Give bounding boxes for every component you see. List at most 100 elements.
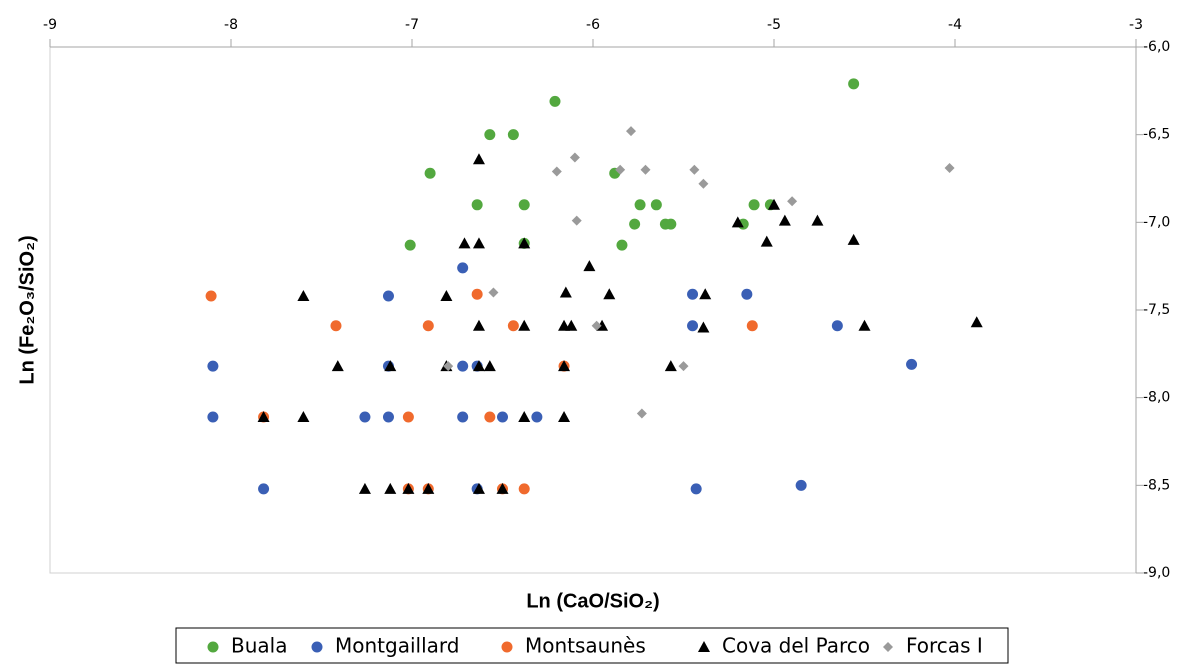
data-point bbox=[402, 411, 414, 423]
y-tick-label: -8,5 bbox=[1143, 477, 1170, 493]
data-point bbox=[402, 482, 415, 494]
data-point bbox=[847, 233, 860, 245]
legend-marker bbox=[883, 642, 893, 652]
data-point bbox=[207, 360, 219, 372]
plot-area bbox=[49, 46, 1137, 574]
data-point bbox=[698, 178, 709, 189]
x-tick-label: -9 bbox=[43, 17, 57, 33]
data-point bbox=[422, 320, 434, 332]
data-point bbox=[531, 411, 543, 423]
legend-marker bbox=[311, 641, 323, 653]
data-point bbox=[629, 218, 641, 230]
data-point bbox=[257, 410, 270, 422]
data-point bbox=[690, 483, 702, 495]
data-point bbox=[687, 320, 699, 332]
x-axis-label: Ln (CaO/SiO₂) bbox=[526, 590, 659, 612]
x-tick-label: -3 bbox=[1129, 17, 1143, 33]
y-tick-label: -9,0 bbox=[1143, 565, 1170, 581]
data-point bbox=[636, 408, 647, 419]
data-point bbox=[422, 482, 435, 494]
data-point bbox=[944, 162, 955, 173]
x-tick-label: -6 bbox=[586, 17, 600, 33]
legend-label: Cova del Parco bbox=[722, 634, 870, 658]
data-point bbox=[297, 410, 310, 422]
data-point bbox=[258, 483, 270, 495]
legend-marker bbox=[207, 641, 219, 653]
x-tick-label: -4 bbox=[948, 17, 962, 33]
y-tick-label: -6,0 bbox=[1143, 39, 1170, 55]
data-point bbox=[760, 235, 773, 247]
data-point bbox=[518, 237, 531, 249]
data-point bbox=[559, 286, 572, 298]
y-axis-label: Ln (Fe₂O₃/SiO₂) bbox=[16, 235, 38, 384]
data-point bbox=[384, 360, 397, 372]
legend-label: Buala bbox=[231, 634, 287, 658]
data-point bbox=[746, 320, 758, 332]
data-point bbox=[472, 153, 485, 165]
data-point bbox=[384, 482, 397, 494]
x-tick-label: -5 bbox=[767, 17, 781, 33]
data-point bbox=[484, 129, 496, 141]
data-point bbox=[795, 479, 807, 491]
data-point bbox=[640, 164, 651, 175]
data-point bbox=[488, 287, 499, 298]
legend-marker bbox=[501, 641, 513, 653]
data-point bbox=[440, 289, 453, 301]
legend-marker bbox=[698, 641, 710, 652]
data-point bbox=[664, 360, 677, 372]
data-point bbox=[591, 320, 602, 331]
data-point bbox=[457, 411, 469, 423]
y-tick-label: -7,0 bbox=[1143, 214, 1170, 230]
legend-label: Montsaunès bbox=[525, 634, 646, 658]
data-point bbox=[571, 215, 582, 226]
data-point bbox=[906, 358, 918, 370]
data-point bbox=[615, 164, 626, 175]
data-point bbox=[358, 482, 371, 494]
data-point bbox=[678, 361, 689, 372]
data-point bbox=[207, 411, 219, 423]
y-tick-label: -6,5 bbox=[1143, 127, 1170, 143]
data-point bbox=[689, 164, 700, 175]
data-point bbox=[583, 260, 596, 272]
data-point bbox=[811, 214, 824, 226]
data-point bbox=[484, 411, 496, 423]
legend-label: Forcas I bbox=[906, 634, 983, 658]
data-point bbox=[831, 320, 843, 332]
data-point bbox=[472, 482, 485, 494]
y-tick-label: -7,5 bbox=[1143, 302, 1170, 318]
data-point bbox=[507, 320, 519, 332]
data-point bbox=[472, 237, 485, 249]
data-point bbox=[697, 321, 710, 333]
data-point bbox=[404, 239, 416, 251]
data-point bbox=[665, 218, 677, 230]
data-point bbox=[569, 152, 580, 163]
data-point bbox=[549, 95, 561, 107]
legend-label: Montgaillard bbox=[335, 634, 459, 658]
data-point bbox=[424, 167, 436, 179]
data-point bbox=[787, 196, 798, 207]
data-point bbox=[471, 199, 483, 211]
data-point bbox=[970, 316, 983, 328]
data-point bbox=[699, 288, 712, 300]
data-point bbox=[858, 319, 871, 331]
data-point bbox=[634, 199, 646, 211]
data-point bbox=[768, 198, 780, 210]
data-point bbox=[507, 129, 519, 141]
data-point bbox=[551, 166, 562, 177]
data-point bbox=[331, 360, 344, 372]
data-point bbox=[483, 360, 496, 372]
data-point bbox=[518, 319, 531, 331]
x-tick-label: -7 bbox=[405, 17, 419, 33]
data-point bbox=[558, 410, 571, 422]
data-point bbox=[457, 360, 469, 372]
data-point bbox=[518, 483, 530, 495]
data-point bbox=[359, 411, 371, 423]
data-point bbox=[457, 262, 469, 274]
y-tick-label: -8,0 bbox=[1143, 390, 1170, 406]
data-point bbox=[496, 482, 509, 494]
data-point bbox=[731, 216, 744, 228]
data-point bbox=[297, 289, 310, 301]
data-point bbox=[518, 410, 531, 422]
data-point bbox=[458, 237, 471, 249]
